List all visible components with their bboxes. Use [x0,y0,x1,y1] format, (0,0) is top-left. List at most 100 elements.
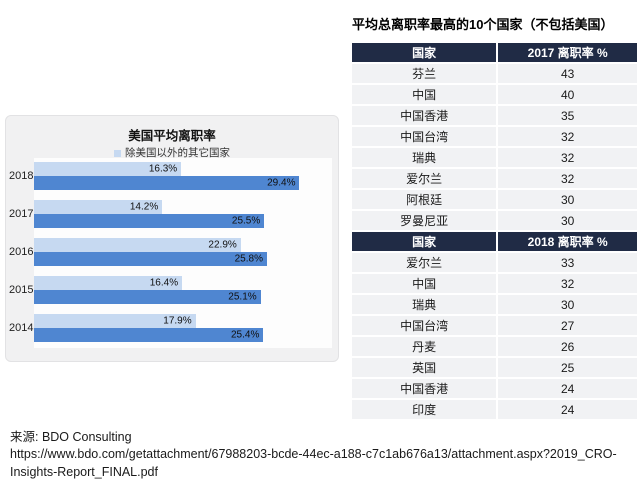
rate-cell: 24 [497,399,637,421]
table-row: 丹麦 26 [352,336,637,358]
bar-group: 2017 14.2% 25.5% [6,200,332,228]
year-tick-label: 2017 [9,208,34,220]
bar-value-label: 17.9% [163,315,192,327]
rate-cell: 26 [497,336,637,358]
us-bar: 25.4% [34,328,264,342]
us-bar: 25.5% [34,214,265,228]
legend-item-other-countries: 除美国以外的其它国家 [114,147,230,160]
country-cell: 阿根廷 [352,189,499,211]
country-cell: 中国 [352,84,499,106]
table-row: 中国香港 24 [352,378,637,400]
top-countries-table-section: 平均总离职率最高的10个国家（不包括美国） 国家 2017 离职率 % 芬兰 43 中国… [352,14,637,421]
source-url-line1: https://www.bdo.com/getattachment/679882… [10,447,617,462]
bar-group: 2014 17.9% 25.4% [6,314,332,342]
year-tick-label: 2014 [9,322,34,334]
table-row: 爱尔兰 33 [352,252,637,274]
table-row: 阿根廷 30 [352,189,637,211]
rate-cell: 32 [497,147,637,169]
column-header: 2017 离职率 % [497,43,637,64]
table-row: 印度 24 [352,399,637,421]
country-cell: 瑞典 [352,147,499,169]
rate-cell: 30 [497,294,637,316]
table-row: 中国 32 [352,273,637,295]
bar-value-label: 16.3% [148,163,178,175]
country-cell: 印度 [352,399,499,421]
bar-value-label: 25.4% [231,329,260,341]
year-tick-label: 2015 [9,284,34,296]
other-countries-bar: 17.9% [34,314,196,328]
other-countries-bar: 22.9% [34,238,241,252]
table-row: 罗曼尼亚 30 [352,210,637,232]
table-row: 爱尔兰 32 [352,168,637,190]
rate-cell: 25 [497,357,637,379]
bar-pair: 16.3% 29.4% [34,162,332,190]
bar-group: 2018 16.3% 29.4% [6,162,332,190]
legend-label-other-countries: 除美国以外的其它国家 [125,147,230,159]
legend-swatch-light-blue-icon [114,150,121,157]
table-row: 瑞典 32 [352,147,637,169]
rate-cell: 35 [497,105,637,127]
bar-pair: 14.2% 25.5% [34,200,332,228]
table-row: 中国 40 [352,84,637,106]
chart-plot-area: 2018 16.3% 29.4% 2017 14.2% 25.5% 2016 22.9% 25.… [6,158,332,348]
bar-group: 2016 22.9% 25.8% [6,238,332,266]
country-cell: 中国台湾 [352,315,499,337]
source-url-line2: Insights-Report_FINAL.pdf [10,464,158,479]
country-cell: 中国香港 [352,378,499,400]
bar-value-label: 25.5% [231,215,261,227]
other-countries-bar: 16.3% [34,162,182,176]
country-cell: 爱尔兰 [352,252,499,274]
rate-cell: 32 [497,168,637,190]
rate-cell: 30 [497,210,637,232]
country-cell: 芬兰 [352,63,499,85]
rate-cell: 33 [497,252,637,274]
other-countries-bar: 14.2% [34,200,163,214]
bar-pair: 16.4% 25.1% [34,276,332,304]
year-tick-label: 2016 [9,246,34,258]
table-header-row: 国家 2017 离职率 % [352,43,637,64]
bar-value-label: 25.8% [234,253,263,265]
rate-cell: 43 [497,63,637,85]
table-row: 芬兰 43 [352,63,637,85]
us-turnover-chart-panel: 美国平均离职率 除美国以外的其它国家 美国 201816.3%29.4%2017… [5,115,339,362]
bar-pair: 22.9% 25.8% [34,238,332,266]
table-row: 中国香港 35 [352,105,637,127]
country-cell: 罗曼尼亚 [352,210,499,232]
bar-pair: 17.9% 25.4% [34,314,332,342]
country-cell: 英国 [352,357,499,379]
rate-cell: 40 [497,84,637,106]
country-cell: 丹麦 [352,336,499,358]
source-block: 来源: BDO Consulting https://www.bdo.com/g… [10,429,617,481]
bar-value-label: 16.4% [149,277,179,289]
column-header: 国家 [352,231,499,253]
bar-value-label: 14.2% [129,201,159,213]
ranking-table: 国家 2017 离职率 % 芬兰 43 中国 40 中国香港 35 中国台湾 32 瑞典 32 爱尔兰 3… [352,43,637,421]
other-countries-bar: 16.4% [34,276,183,290]
table-row: 英国 25 [352,357,637,379]
source-label: 来源: BDO Consulting [10,430,132,444]
ranking-table-body: 国家 2017 离职率 % 芬兰 43 中国 40 中国香港 35 中国台湾 32 瑞典 32 爱尔兰 3… [352,43,637,421]
bar-value-label: 29.4% [267,177,296,189]
rate-cell: 24 [497,378,637,400]
rate-cell: 32 [497,126,637,148]
table-row: 中国台湾 32 [352,126,637,148]
bar-groups: 2018 16.3% 29.4% 2017 14.2% 25.5% 2016 22.9% 25.… [6,158,332,342]
country-cell: 中国台湾 [352,126,499,148]
us-bar: 29.4% [34,176,300,190]
bar-value-label: 25.1% [228,291,257,303]
table-header-row: 国家 2018 离职率 % [352,231,637,253]
chart-title: 美国平均离职率 [128,129,216,143]
country-cell: 中国 [352,273,499,295]
rate-cell: 27 [497,315,637,337]
column-header: 国家 [352,43,499,64]
table-row: 瑞典 30 [352,294,637,316]
rate-cell: 32 [497,273,637,295]
table-row: 中国台湾 27 [352,315,637,337]
bar-group: 2015 16.4% 25.1% [6,276,332,304]
bar-value-label: 22.9% [208,239,237,251]
us-bar: 25.8% [34,252,267,266]
us-bar: 25.1% [34,290,261,304]
country-cell: 爱尔兰 [352,168,499,190]
rate-cell: 30 [497,189,637,211]
column-header: 2018 离职率 % [497,231,637,253]
